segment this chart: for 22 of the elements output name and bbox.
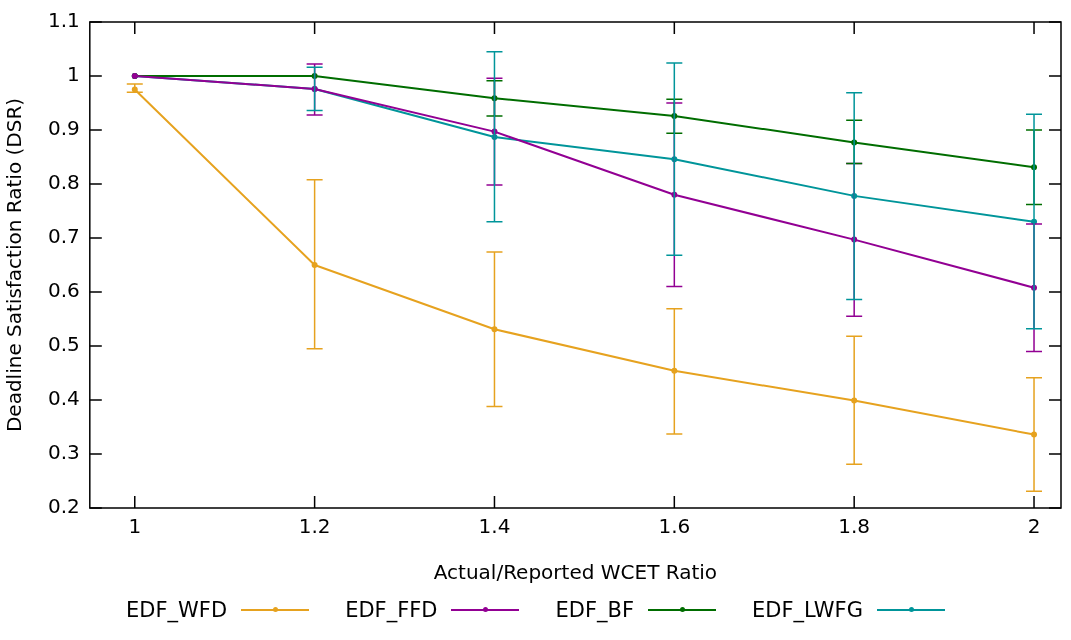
y-tick-label: 0.2	[47, 494, 80, 519]
y-tick-label: 0.6	[47, 278, 80, 303]
x-tick-label: 2	[1027, 514, 1041, 539]
y-tick-label: 1	[67, 62, 80, 87]
x-tick-label: 1.8	[838, 514, 871, 539]
legend-label: EDF_WFD	[126, 598, 228, 622]
legend-label: EDF_BF	[555, 598, 634, 622]
x-tick-label: 1.4	[478, 514, 511, 539]
y-axis-title: Deadline Satisfaction Ratio (DSR)	[2, 97, 27, 433]
y-tick-label: 0.9	[47, 116, 80, 141]
y-tick-label: 0.7	[47, 224, 80, 249]
x-tick-label: 1	[128, 514, 142, 539]
y-tick-label: 0.3	[47, 440, 80, 465]
y-tick-label: 0.8	[47, 170, 80, 195]
y-tick-label: 0.4	[47, 386, 80, 411]
x-tick-label: 1.2	[298, 514, 331, 539]
legend-label: EDF_LWFG	[752, 598, 863, 622]
x-tick-label: 1.6	[658, 514, 691, 539]
y-tick-label: 0.5	[47, 332, 80, 357]
y-tick-label: 1.1	[47, 8, 80, 33]
x-axis-title: Actual/Reported WCET Ratio	[433, 560, 718, 585]
legend-label: EDF_FFD	[345, 598, 438, 622]
